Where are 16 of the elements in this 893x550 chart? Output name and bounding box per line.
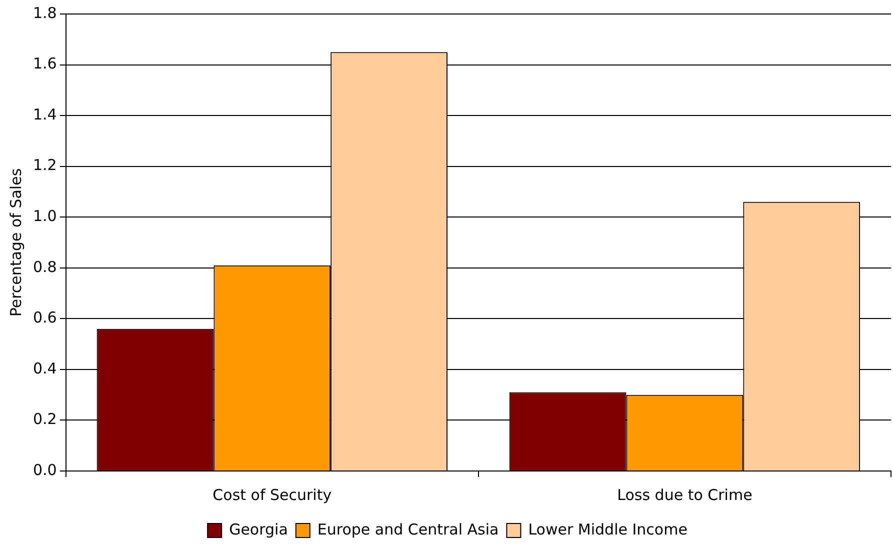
legend-label: Europe and Central Asia [317, 520, 499, 538]
y-tick-label: 0.0 [32, 460, 57, 479]
y-axis-title: Percentage of Sales [6, 168, 25, 317]
y-tick-label: 1.2 [32, 156, 57, 174]
y-tick-label: 1.0 [32, 207, 57, 225]
legend-label: Lower Middle Income [528, 520, 688, 538]
y-tick-label: 0.2 [32, 410, 57, 428]
y-tick-label: 1.4 [32, 105, 57, 124]
y-tick-label: 1.8 [32, 4, 57, 22]
y-tick-label: 1.6 [32, 54, 57, 73]
y-tick-label: 0.6 [32, 308, 57, 327]
x-tick-label: Loss due to Crime [617, 486, 752, 504]
legend-label: Georgia [229, 520, 288, 538]
y-tick-label: 0.8 [32, 258, 57, 276]
y-tick-label: 0.4 [32, 359, 57, 378]
x-tick-label: Cost of Security [212, 486, 332, 504]
